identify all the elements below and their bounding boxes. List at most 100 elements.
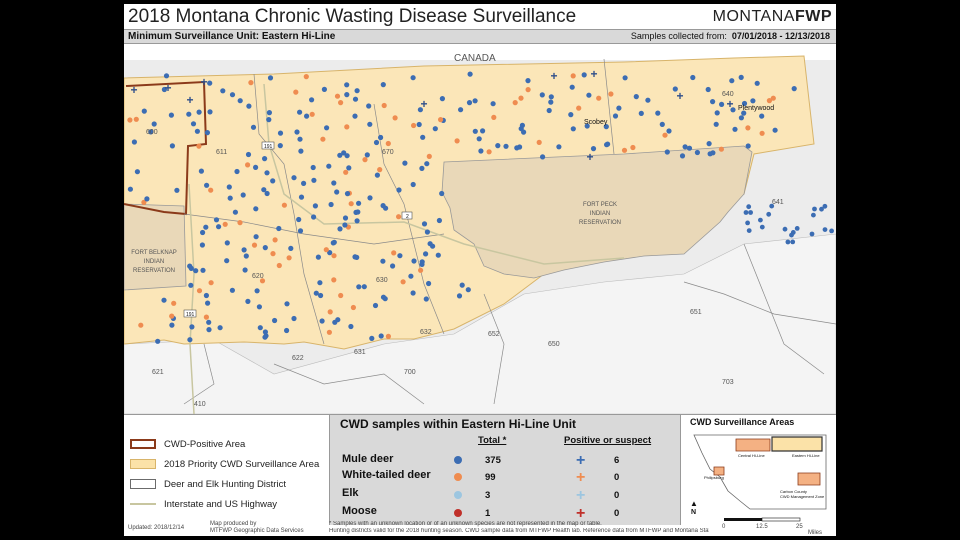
- sample-point: [294, 129, 300, 135]
- sample-point: [327, 250, 333, 256]
- sample-point: [377, 167, 383, 173]
- sample-point: [240, 192, 246, 198]
- map-title: 2018 Montana Chronic Wasting Disease Sur…: [128, 6, 577, 27]
- sample-point: [770, 95, 776, 101]
- sample-point: [525, 87, 531, 93]
- sample-point: [198, 168, 204, 174]
- sample-point: [730, 107, 736, 113]
- sample-point: [161, 297, 167, 303]
- inset-montana: Eastern Hi-Line Central Hi-Line Philipsb…: [693, 434, 827, 510]
- sample-point: [356, 200, 362, 206]
- fort-peck-label-3: RESERVATION: [579, 220, 621, 226]
- legend-label-district: Deer and Elk Hunting District: [164, 479, 286, 490]
- total-header: Total *: [478, 435, 507, 446]
- plus-icon-elk: +: [576, 487, 586, 504]
- sample-point: [320, 136, 326, 142]
- sample-point: [344, 191, 351, 197]
- sample-point: [616, 105, 622, 111]
- sample-point: [169, 313, 175, 319]
- sample-point: [741, 100, 748, 107]
- sample-point: [659, 121, 665, 127]
- sample-point: [331, 277, 337, 283]
- sample-point: [141, 108, 147, 114]
- sample-point: [396, 214, 402, 220]
- sample-point: [262, 156, 268, 162]
- sample-point: [766, 98, 773, 104]
- sample-point: [682, 144, 688, 150]
- sample-point: [155, 338, 161, 344]
- sample-point: [396, 187, 402, 193]
- positive-plus-icon: +: [676, 89, 683, 103]
- district-700: 700: [404, 369, 416, 376]
- sample-point: [220, 88, 226, 94]
- district-641: 641: [772, 199, 784, 206]
- fort-belknap-label-1: FORT BELKNAP: [131, 250, 176, 256]
- sample-point: [131, 139, 137, 145]
- sample-point: [312, 203, 318, 209]
- positive-marks: + + + + + + + + + +: [130, 67, 733, 164]
- plus-icon-moose: +: [576, 505, 586, 522]
- sample-point: [424, 229, 430, 235]
- brand-light: MONTANA: [712, 8, 795, 25]
- sample-point: [297, 228, 304, 234]
- sample-point: [456, 293, 463, 299]
- sample-point: [714, 110, 720, 116]
- legend-label-highway: Interstate and US Highway: [164, 499, 278, 510]
- sample-point: [243, 253, 249, 259]
- sample-point: [539, 92, 545, 98]
- sample-point: [366, 103, 372, 109]
- sample-point: [486, 149, 492, 155]
- sample-point: [822, 227, 828, 233]
- place-scobey: Scobey: [584, 119, 608, 126]
- sample-point: [348, 201, 354, 207]
- sample-point: [331, 180, 337, 186]
- fort-belknap-label-2: INDIAN: [144, 259, 164, 265]
- samples-range: 07/01/2018 - 12/13/2018: [731, 31, 830, 41]
- sample-point: [459, 282, 465, 288]
- sample-point: [297, 109, 303, 115]
- sample-point: [630, 144, 636, 151]
- sample-point: [350, 304, 356, 311]
- sample-point: [189, 324, 195, 330]
- sample-point: [323, 247, 329, 253]
- sample-point: [261, 187, 267, 193]
- scale-unit: Miles: [808, 530, 823, 536]
- sample-point: [203, 292, 209, 299]
- district-651: 651: [690, 309, 702, 316]
- sample-point: [791, 86, 797, 92]
- sample-point: [392, 115, 398, 121]
- total-moose: 1: [485, 508, 491, 519]
- district-652: 652: [488, 331, 500, 338]
- sample-point: [193, 268, 199, 274]
- sample-point: [590, 146, 597, 152]
- sample-point: [378, 333, 384, 339]
- sample-point: [186, 111, 192, 117]
- sample-point: [204, 130, 210, 136]
- scale-25: 25: [796, 524, 803, 530]
- sample-point: [435, 252, 441, 258]
- sample-point: [245, 298, 251, 304]
- sample-point: [338, 292, 344, 299]
- sample-point: [257, 325, 263, 331]
- sample-point: [436, 217, 442, 224]
- sample-point: [245, 151, 252, 158]
- sample-point: [237, 220, 243, 226]
- sample-point: [772, 127, 778, 133]
- sample-point: [246, 103, 252, 109]
- total-white-tailed-deer: 99: [485, 472, 496, 483]
- sample-point: [759, 224, 765, 230]
- sample-point: [344, 92, 350, 98]
- sample-point: [478, 148, 484, 154]
- fort-peck-label-1: FORT PECK: [583, 202, 617, 208]
- sample-point: [603, 124, 609, 130]
- sample-point: [229, 287, 235, 293]
- sample-point: [729, 78, 735, 84]
- sample-point: [229, 92, 236, 98]
- sample-point: [224, 240, 230, 246]
- sample-point: [465, 287, 471, 293]
- sample-point: [402, 160, 408, 166]
- footnote-1: * Samples with an unknown location or of…: [329, 521, 602, 527]
- district-620: 620: [252, 273, 264, 280]
- sample-point: [633, 94, 639, 100]
- sample-point: [713, 121, 719, 127]
